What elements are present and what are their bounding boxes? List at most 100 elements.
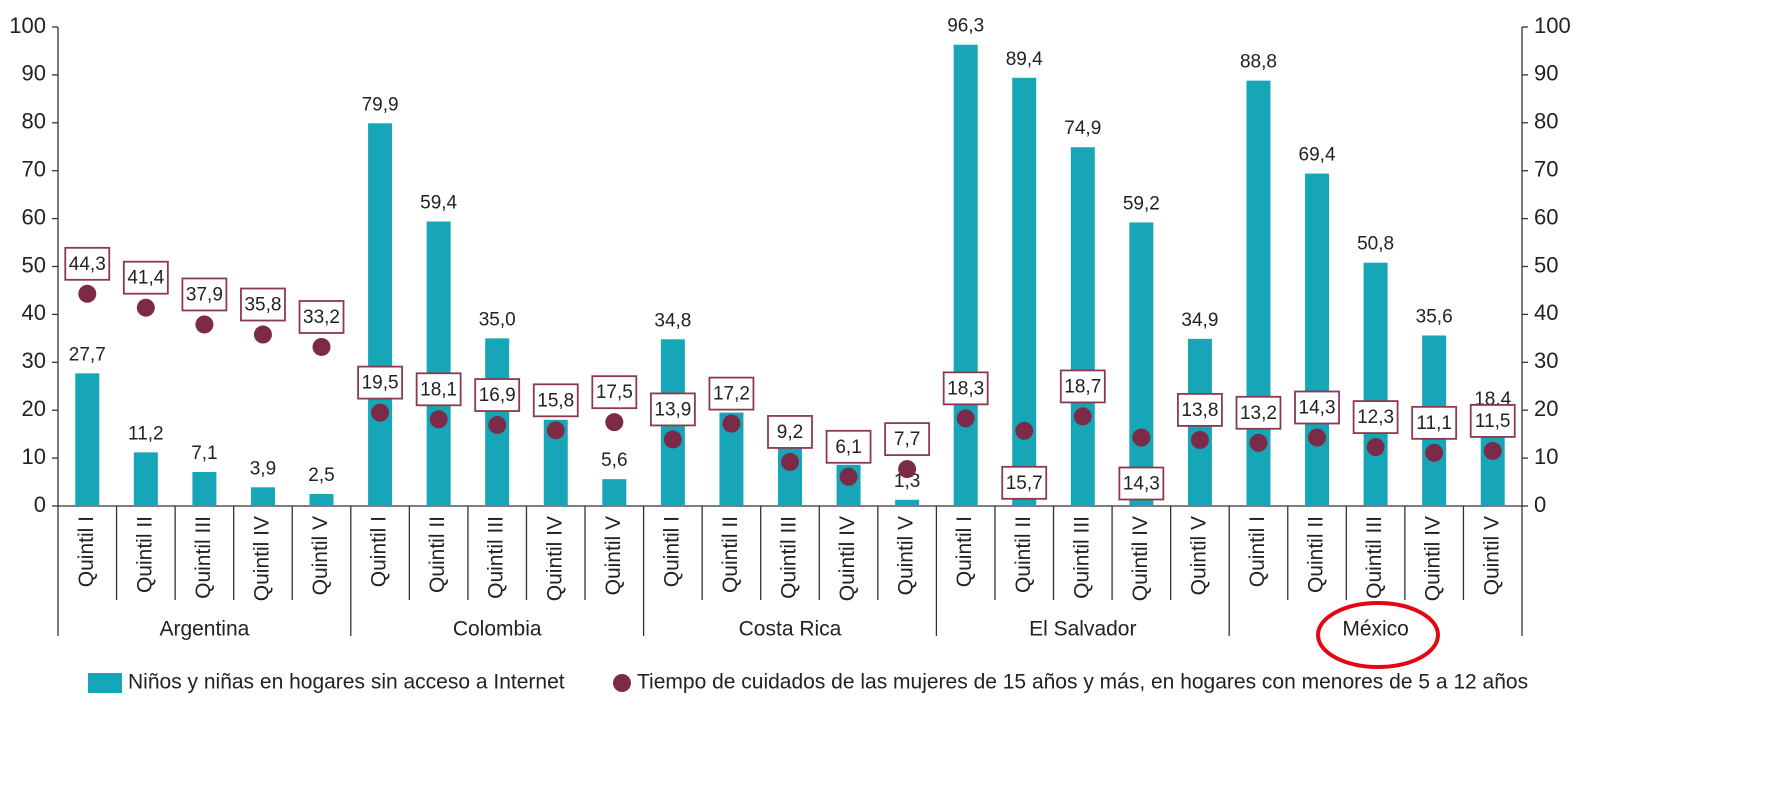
bar-value-label: 59,2 [1123,193,1160,214]
bar-value-label: 35,6 [1416,306,1453,327]
dot [839,467,858,486]
dot [488,416,507,435]
dot [1425,443,1444,462]
x-tick-label: Quintil II [133,516,156,593]
dot [1190,430,1209,449]
dot-value-label: 37,9 [186,284,223,305]
dot-label-box [1118,466,1165,501]
dot-label-box [64,246,111,281]
bar [1129,222,1154,506]
dot-label-box [767,415,813,449]
dot [663,430,682,449]
bar-value-label: 89,4 [1006,49,1043,70]
dot [371,403,390,422]
dot-value-label: 12,3 [1357,407,1394,428]
dot-label-box [240,287,286,322]
dot [781,452,799,471]
bar-value-label: 59,4 [420,192,457,213]
bar [75,373,100,506]
dot-label-box [942,371,989,406]
legend-swatch [613,674,631,692]
x-tick-label: Quintil IV [251,516,274,601]
dot-label-box [1469,404,1516,438]
dot [1483,441,1502,460]
bar [1305,173,1330,506]
group-label: El Salvador [1029,618,1136,641]
x-tick-label: Quintil III [778,516,801,599]
dot-label-box [1177,392,1223,427]
bar-value-label: 7,1 [191,443,217,464]
dot-value-label: 16,9 [479,385,516,406]
y2-tick-label: 40 [1534,300,1558,325]
dot-value-label: 41,4 [127,268,164,289]
dot [1132,428,1151,447]
dot-value-label: 18,3 [947,378,984,399]
x-tick-label: Quintil III [192,516,215,599]
dot [253,325,272,344]
y2-tick-label: 10 [1534,444,1558,469]
dot [722,414,741,433]
x-tick-label: Quintil V [895,516,918,595]
legend-label: Tiempo de cuidados de las mujeres de 15 … [637,671,1528,694]
dot [546,421,565,440]
dot [78,284,97,303]
x-tick-label: Quintil IV [1422,516,1445,601]
x-tick-label: Quintil I [75,516,98,587]
bar-value-label: 96,3 [947,16,984,37]
dot-label-box [649,392,696,427]
y-tick-label: 100 [9,13,46,38]
dot-value-label: 19,5 [362,373,399,394]
y-tick-label: 0 [34,492,46,517]
dot-value-label: 17,2 [713,384,750,405]
y2-tick-label: 30 [1534,348,1558,373]
dot-label-box [591,375,638,410]
dot-value-label: 35,8 [244,295,281,316]
x-tick-label: Quintil I [660,516,683,587]
bar-value-label: 1,3 [894,471,920,492]
bar-value-label: 74,9 [1064,118,1101,139]
dot [605,413,624,432]
dot [1308,428,1327,447]
bar-value-label: 3,9 [250,458,276,479]
dot [898,460,917,479]
bar-value-label: 34,9 [1181,310,1218,331]
x-tick-label: Quintil III [485,516,508,599]
bar [895,499,920,506]
group-label: Argentina [159,618,249,641]
dot-label-box [532,383,579,418]
x-tick-label: Quintil II [1305,516,1328,593]
x-tick-label: Quintil II [426,516,449,593]
group-label: Costa Rica [739,618,842,641]
dot [429,410,448,429]
bar [250,487,275,506]
dot-label-box [122,260,169,295]
dot-value-label: 33,2 [303,307,340,328]
dot [1249,433,1268,452]
y2-tick-label: 80 [1534,109,1558,134]
x-tick-label: Quintil II [719,516,742,593]
bar [953,44,978,507]
y2-tick-label: 100 [1534,13,1571,38]
y-tick-label: 20 [22,396,46,421]
dot-value-label: 7,7 [894,429,920,450]
dot-value-label: 14,3 [1123,474,1160,495]
dot-label-box [1411,405,1458,440]
y-tick-label: 30 [22,348,46,373]
x-tick-label: Quintil III [1070,516,1093,599]
dot-value-label: 15,7 [1006,473,1043,494]
y-tick-label: 10 [22,444,46,469]
bar [192,471,217,506]
y-tick-label: 40 [22,300,46,325]
x-tick-label: Quintil V [1480,516,1503,595]
y-tick-label: 80 [22,109,46,134]
dot [136,298,155,317]
x-tick-label: Quintil II [1012,516,1035,593]
dot [1366,438,1385,457]
dot-label-box [1294,390,1340,425]
dot-label-box [298,300,345,334]
dot-label-box [884,422,931,457]
y2-tick-label: 90 [1534,61,1558,86]
y-tick-label: 60 [22,204,46,229]
y2-tick-label: 50 [1534,252,1558,277]
